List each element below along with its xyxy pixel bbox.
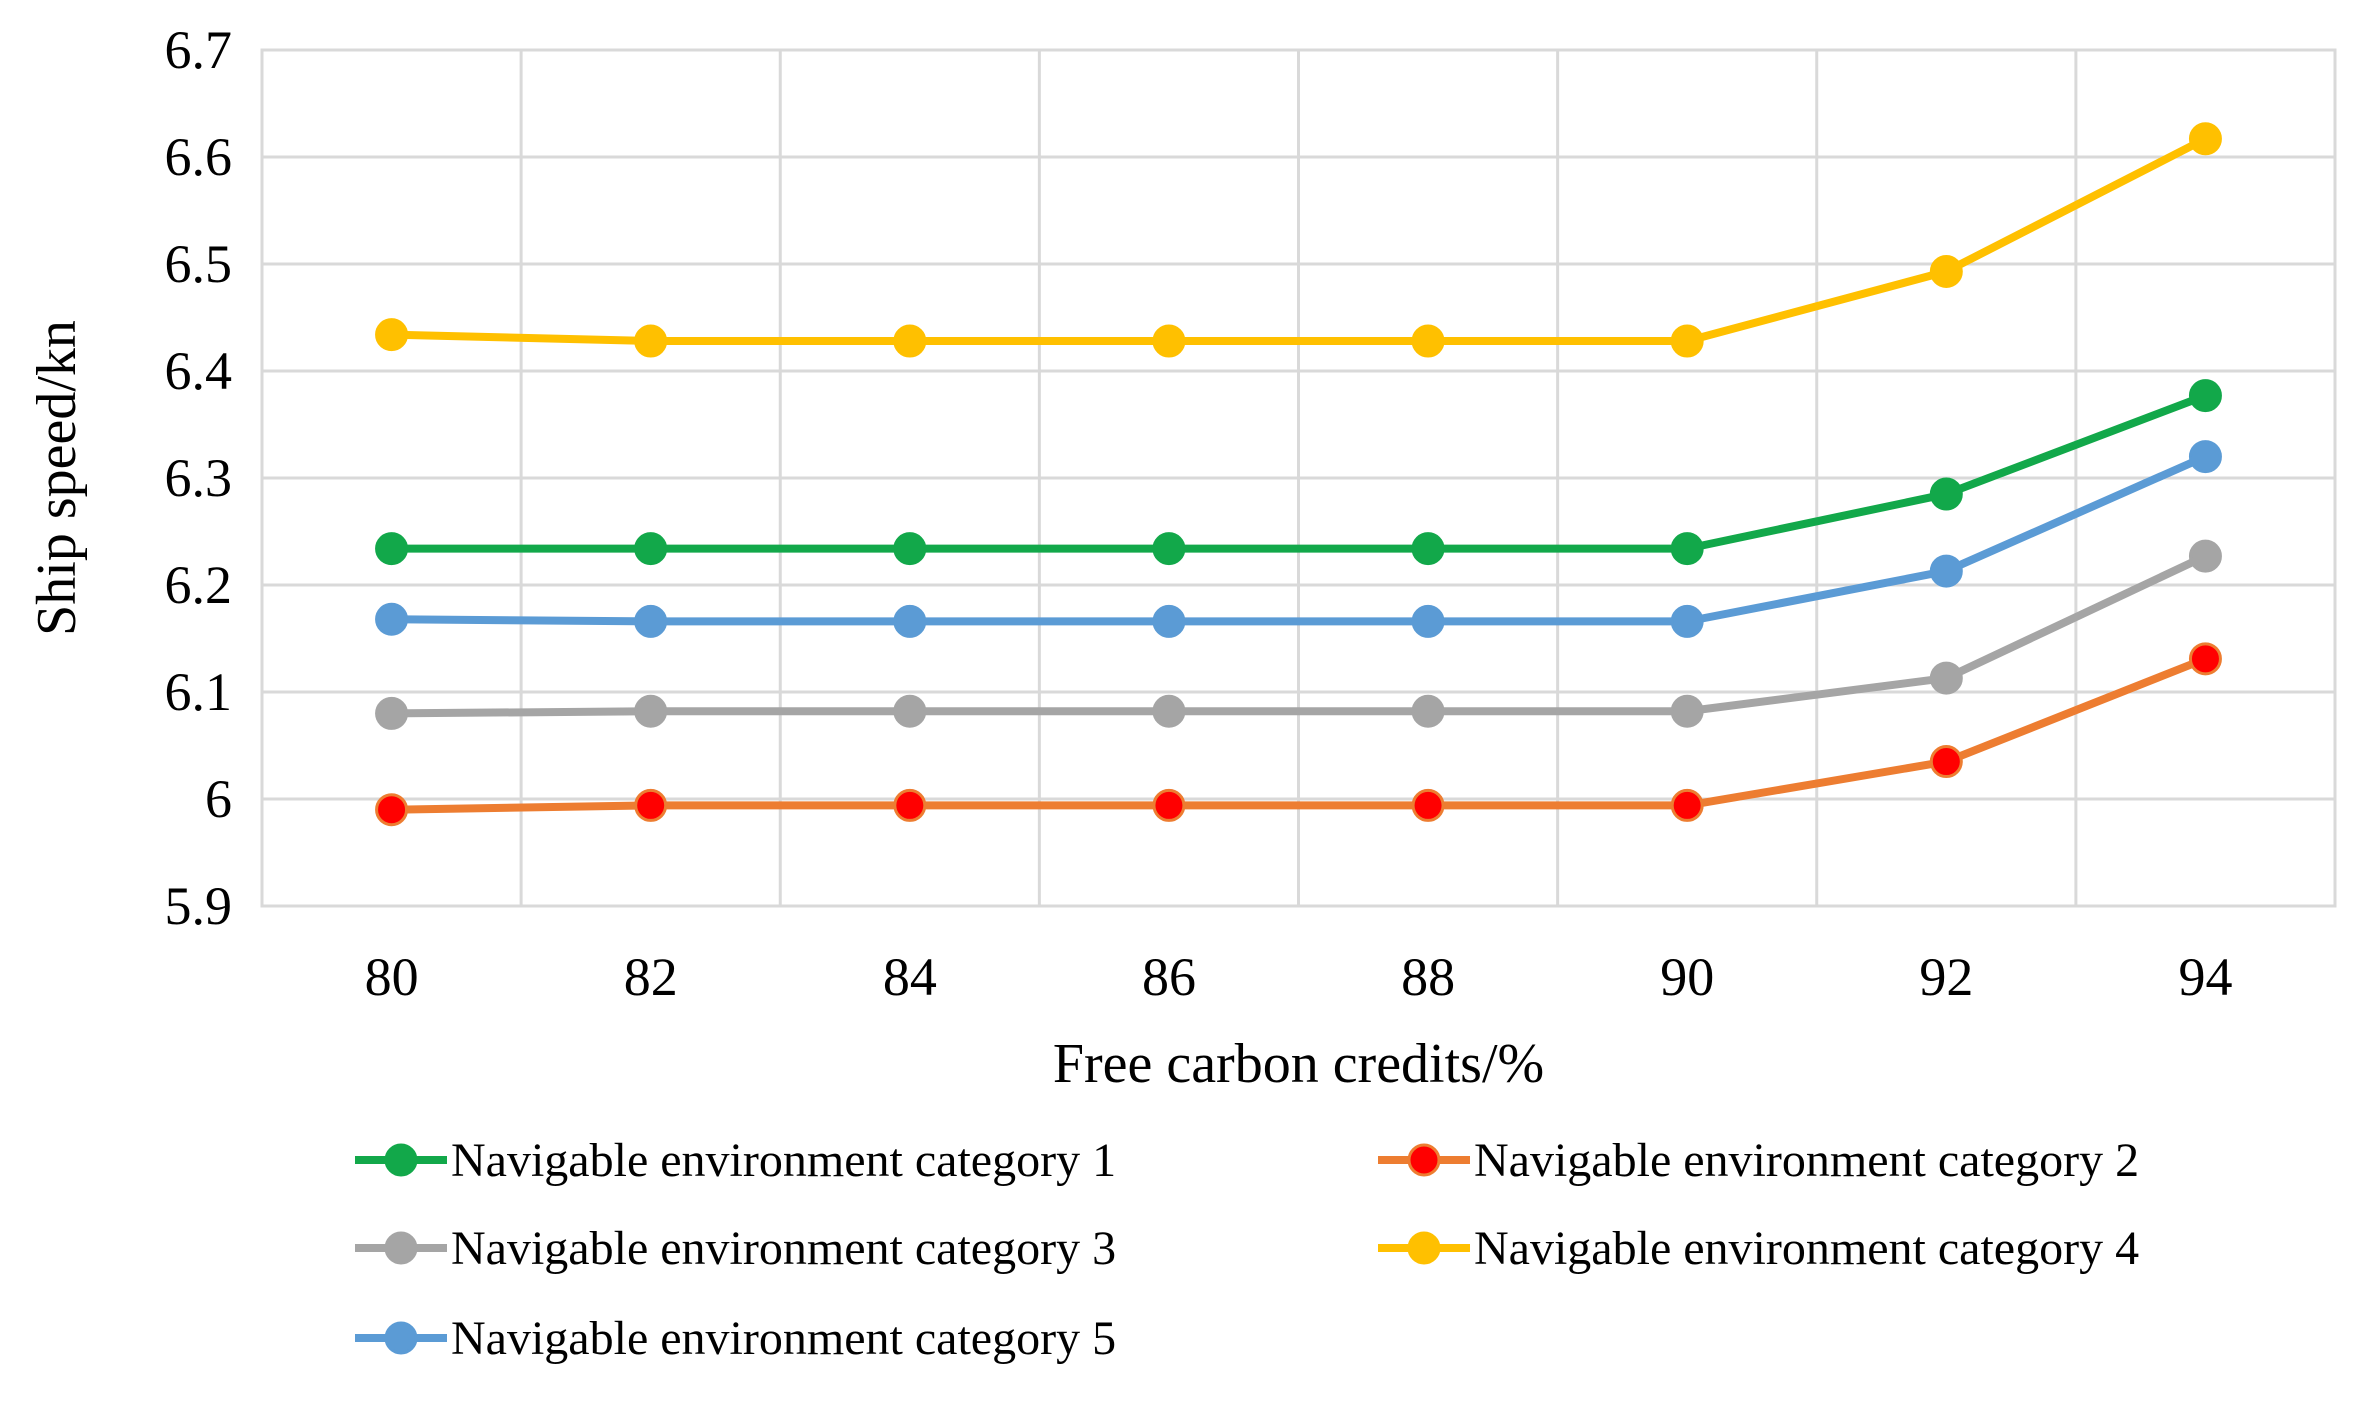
y-tick-label: 6.5 — [165, 234, 233, 294]
data-point — [1152, 694, 1186, 728]
legend-item-2: Navigable environment category 2 — [1378, 1134, 2139, 1187]
data-point — [1929, 745, 1963, 779]
legend-item-1: Navigable environment category 1 — [355, 1134, 1116, 1187]
data-point — [1152, 788, 1186, 822]
y-tick-label: 6 — [205, 769, 232, 829]
legend-label: Navigable environment category 1 — [451, 1134, 1116, 1187]
y-tick-label: 6.2 — [165, 555, 233, 615]
data-point — [375, 318, 409, 352]
data-point — [1411, 694, 1445, 728]
y-axis-title: Ship speed/kn — [26, 320, 88, 636]
x-tick-label: 92 — [1919, 947, 1973, 1007]
series-line — [387, 134, 2210, 346]
x-tick-label: 84 — [883, 947, 937, 1007]
legend-item-3: Navigable environment category 3 — [355, 1222, 1116, 1275]
data-point — [1670, 604, 1704, 638]
legend-item-5: Navigable environment category 5 — [355, 1312, 1116, 1365]
data-point — [2188, 440, 2222, 474]
y-tick-label: 6.6 — [165, 127, 233, 187]
x-tick-label: 88 — [1401, 947, 1455, 1007]
series-3 — [375, 539, 2222, 730]
series-1 — [375, 379, 2222, 566]
data-point — [2188, 539, 2222, 573]
y-tick-label: 6.1 — [165, 662, 233, 722]
series-line — [387, 654, 2210, 814]
data-point — [893, 604, 927, 638]
axis-ticks: 5.9 6 6.1 6.2 6.3 6.4 6.5 6.6 6.7 80 82 84 86 88 90 92 9… — [165, 20, 2233, 1007]
data-point — [1152, 324, 1186, 358]
legend-label: Navigable environment category 2 — [1474, 1134, 2139, 1187]
data-point — [1929, 477, 1963, 511]
x-tick-label: 94 — [2178, 947, 2232, 1007]
y-tick-label: 6.4 — [165, 341, 233, 401]
data-point — [893, 694, 927, 728]
data-point — [634, 324, 668, 358]
data-point — [2188, 642, 2222, 676]
data-point — [1411, 788, 1445, 822]
legend-item-4: Navigable environment category 4 — [1378, 1222, 2139, 1275]
data-point — [893, 532, 927, 566]
data-point — [1670, 694, 1704, 728]
data-point — [634, 532, 668, 566]
data-point — [1411, 604, 1445, 638]
x-tick-label: 82 — [624, 947, 678, 1007]
legend-marker — [384, 1143, 418, 1177]
series-4 — [375, 122, 2222, 358]
legend-label: Navigable environment category 4 — [1474, 1222, 2139, 1275]
data-point — [1929, 554, 1963, 588]
data-point — [2188, 122, 2222, 156]
series-line — [387, 391, 2210, 553]
legend: Navigable environment category 1 Navigabl… — [355, 1134, 2139, 1365]
x-tick-label: 80 — [365, 947, 419, 1007]
data-point — [1411, 324, 1445, 358]
y-tick-label: 6.3 — [165, 448, 233, 508]
data-point — [1670, 324, 1704, 358]
data-point — [375, 793, 409, 827]
data-point — [375, 696, 409, 730]
x-tick-label: 86 — [1142, 947, 1196, 1007]
series-2 — [375, 642, 2222, 827]
series-lines — [375, 122, 2222, 827]
y-tick-label: 6.7 — [165, 20, 233, 80]
data-point — [893, 324, 927, 358]
y-tick-label: 5.9 — [165, 876, 233, 936]
data-point — [1670, 532, 1704, 566]
data-point — [375, 532, 409, 566]
data-point — [634, 604, 668, 638]
x-tick-label: 90 — [1660, 947, 1714, 1007]
grid — [260, 48, 2337, 908]
data-point — [1152, 604, 1186, 638]
data-point — [1152, 532, 1186, 566]
data-point — [634, 694, 668, 728]
legend-marker — [1407, 1231, 1441, 1265]
legend-marker — [384, 1321, 418, 1355]
series-line — [387, 552, 2210, 718]
data-point — [1670, 788, 1704, 822]
legend-label: Navigable environment category 3 — [451, 1222, 1116, 1275]
data-point — [893, 788, 927, 822]
legend-marker — [1407, 1143, 1441, 1177]
x-axis-title: Free carbon credits/% — [1053, 1033, 1544, 1095]
data-point — [1929, 254, 1963, 288]
series-line — [387, 452, 2210, 626]
legend-marker — [384, 1231, 418, 1265]
legend-label: Navigable environment category 5 — [451, 1312, 1116, 1365]
series-5 — [375, 440, 2222, 638]
data-point — [1929, 661, 1963, 695]
data-point — [1411, 532, 1445, 566]
data-point — [375, 602, 409, 636]
data-point — [2188, 379, 2222, 413]
data-point — [634, 788, 668, 822]
